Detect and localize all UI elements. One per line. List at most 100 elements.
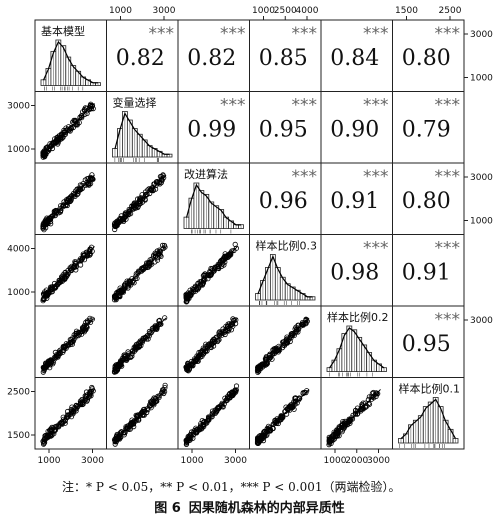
scatter-point (73, 330, 79, 337)
scatter-point (150, 184, 156, 190)
tick-label: 3000 (224, 456, 247, 466)
scatter-point (231, 247, 237, 254)
correlation-value: 0.80 (402, 189, 451, 214)
scatter-point (72, 192, 78, 198)
scatter-point (87, 319, 94, 325)
scatter-point (274, 347, 280, 353)
scatter-point (130, 277, 136, 284)
scatter-point (226, 251, 233, 257)
scatter-point (40, 223, 46, 229)
scatter-point (90, 388, 96, 394)
significance-stars: *** (292, 167, 318, 187)
scatter-point (227, 395, 233, 401)
scatter-point (44, 149, 50, 155)
scatter-point (40, 152, 46, 158)
scatter-point (358, 406, 365, 412)
scatter-point (144, 406, 150, 412)
significance-stars: *** (363, 239, 389, 259)
scatter-point (259, 361, 265, 367)
scatter-point (289, 404, 295, 411)
scatter-point (225, 395, 231, 401)
scatter-point (122, 356, 128, 362)
scatter-point (41, 438, 47, 444)
scatter-point (216, 337, 222, 343)
significance-stars: *** (220, 96, 246, 116)
scatter-point (49, 286, 55, 292)
correlation-panel: 0.98*** (330, 239, 388, 286)
scatter-panel (183, 316, 239, 374)
tick-label: 2500 (274, 6, 297, 16)
scatter-point (73, 118, 79, 125)
scatter-point (112, 437, 118, 444)
scatter-point (61, 199, 67, 205)
scatter-panel (40, 384, 96, 447)
scatter-point (70, 264, 76, 270)
histogram-panel: 变量选择 (111, 94, 173, 162)
scatter-point (272, 417, 278, 423)
scatter-point (232, 241, 238, 247)
scatter-point (206, 272, 212, 279)
histogram-panel: 改进算法 (183, 166, 244, 234)
scatter-point (288, 332, 295, 338)
scatter-point (78, 113, 85, 119)
correlation-panel: 0.95*** (259, 96, 317, 143)
trend-line (114, 174, 167, 227)
scatter-point (112, 223, 118, 229)
tick-label: 1000 (470, 217, 493, 227)
scatter-point (185, 368, 191, 374)
scatter-point (41, 366, 48, 372)
scatter-point (88, 177, 94, 183)
correlation-value: 0.79 (402, 117, 451, 142)
scatter-point (186, 291, 192, 297)
scatter-point (200, 273, 206, 279)
scatter-point (194, 283, 200, 289)
tick-label: 1000 (470, 74, 493, 84)
scatter-point (57, 135, 64, 141)
scatter-point (117, 289, 123, 295)
scatter-point (336, 433, 342, 439)
scatter-point (366, 394, 372, 400)
scatter-point (297, 395, 303, 402)
tick-label: 1500 (7, 431, 30, 441)
scatter-point (44, 432, 51, 439)
density-curve (329, 327, 385, 369)
scatter-panel (40, 315, 95, 375)
scatter-point (142, 197, 148, 203)
scatter-panel (40, 244, 95, 304)
scatter-point (270, 351, 276, 357)
scatter-point (76, 188, 82, 194)
significance-note: 注：* P < 0.05，** P < 0.01，*** P < 0.001（两… (62, 480, 401, 494)
scatter-point (69, 404, 75, 410)
trend-line (185, 317, 238, 370)
tick-label: 1000 (7, 288, 30, 298)
correlation-value: 0.85 (259, 46, 308, 71)
correlation-panel: 0.91*** (330, 167, 388, 214)
correlation-value: 0.95 (259, 117, 308, 142)
scatter-point (284, 336, 290, 342)
significance-stars: *** (363, 96, 389, 116)
scatter-point (295, 326, 302, 332)
scatter-point (135, 270, 141, 276)
correlation-value: 0.90 (330, 117, 379, 142)
scatter-point (43, 361, 50, 368)
scatter-point (78, 258, 84, 264)
variable-label: 样本比例0.2 (327, 310, 389, 324)
scatter-point (151, 181, 157, 187)
scatter-point (149, 187, 155, 193)
scatter-panel (254, 388, 310, 446)
scatter-point (121, 282, 128, 288)
scatter-point (197, 425, 204, 431)
tick-label: 2000 (345, 456, 368, 466)
scatter-point (112, 226, 118, 233)
scatter-point (80, 399, 86, 405)
scatter-point (326, 438, 332, 444)
correlation-value: 0.95 (402, 332, 451, 357)
significance-stars: *** (435, 96, 461, 116)
tick-label: 1500 (395, 6, 418, 16)
tick-label: 1000 (109, 6, 132, 16)
scatter-matrix: 基本模型变量选择改进算法样本比例0.3样本比例0.2样本比例0.10.82***… (7, 6, 493, 466)
tick-label: 3000 (153, 6, 176, 16)
scatter-point (303, 389, 309, 396)
trend-line (42, 103, 95, 156)
tick-label: 4000 (296, 6, 319, 16)
